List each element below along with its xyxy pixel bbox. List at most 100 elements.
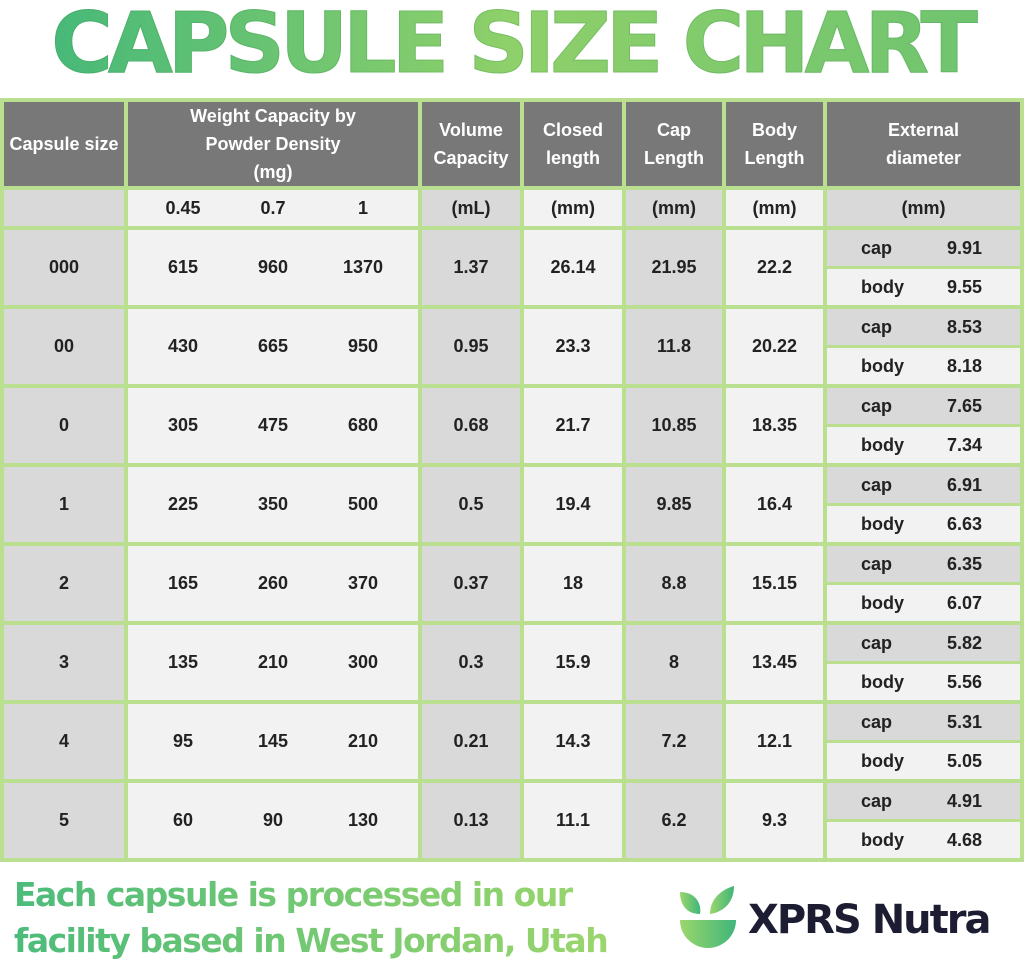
header-volume: Volume Capacity [422, 102, 520, 186]
units-ext: (mm) [827, 190, 1020, 226]
cell-body-length: 16.4 [726, 467, 823, 542]
bowl-leaves-icon [680, 886, 736, 948]
cell-weight: 305 475 680 [128, 388, 418, 463]
cell-closed: 18 [524, 546, 622, 621]
cell-body-length: 12.1 [726, 704, 823, 779]
cell-ext-diameter: cap 7.65 body 7.34 [827, 388, 1020, 463]
ext-body-label: body [861, 750, 904, 771]
cell-volume: 0.68 [422, 388, 520, 463]
cell-weight-0: 615 [167, 257, 199, 277]
cell-body-length: 18.35 [726, 388, 823, 463]
cell-weight-2: 210 [347, 731, 379, 751]
cell-size: 3 [4, 625, 124, 700]
cell-closed: 15.9 [524, 625, 622, 700]
ext-cap-value: 6.91 [946, 474, 982, 495]
ext-body-value: 9.55 [946, 276, 982, 297]
cell-cap-length: 11.8 [626, 309, 722, 384]
table-row: 000 615 960 1370 1.37 26.14 21.95 22.2 cap 9.91 bo… [4, 230, 1020, 305]
cell-closed: 11.1 [524, 783, 622, 858]
cell-size: 1 [4, 467, 124, 542]
cell-weight: 430 665 950 [128, 309, 418, 384]
units-blank [4, 190, 124, 226]
density-045: 0.45 [165, 197, 201, 218]
cell-volume: 0.21 [422, 704, 520, 779]
ext-body-label: body [861, 434, 904, 455]
cell-weight: 225 350 500 [128, 467, 418, 542]
ext-cap-value: 8.53 [946, 316, 982, 337]
cell-weight-2: 370 [347, 573, 379, 593]
cell-weight-2: 500 [347, 494, 379, 514]
cell-weight: 165 260 370 [128, 546, 418, 621]
cell-weight: 615 960 1370 [128, 230, 418, 305]
ext-body-label: body [861, 276, 904, 297]
ext-body-value: 5.56 [946, 671, 982, 692]
units-closed: (mm) [524, 190, 622, 226]
ext-cap: cap 9.91 [827, 230, 1020, 266]
cell-weight-2: 300 [347, 652, 379, 672]
cell-weight-1: 960 [257, 257, 289, 277]
header-ext: External diameter [827, 102, 1020, 186]
cell-volume: 0.37 [422, 546, 520, 621]
ext-body-label: body [861, 592, 904, 613]
ext-cap-label: cap [861, 632, 893, 653]
table-row: 1 225 350 500 0.5 19.4 9.85 16.4 cap 6.91 body 6.63 [4, 467, 1020, 542]
cell-weight-1: 350 [257, 494, 289, 514]
ext-body-value: 6.07 [946, 592, 982, 613]
ext-body: body 6.07 [827, 585, 1020, 621]
ext-body-value: 6.63 [946, 513, 982, 534]
capsule-size-table: Capsule size Weight Capacity by Powder D… [0, 98, 1024, 862]
cell-size: 00 [4, 309, 124, 384]
header-row: Capsule size Weight Capacity by Powder D… [4, 102, 1020, 186]
header-weight: Weight Capacity by Powder Density (mg) [128, 102, 418, 186]
ext-cap-value: 5.82 [946, 632, 982, 653]
units-volume: (mL) [422, 190, 520, 226]
header-cap: Cap Length [626, 102, 722, 186]
cell-body-length: 13.45 [726, 625, 823, 700]
cell-weight-0: 225 [167, 494, 199, 514]
cell-weight: 95 145 210 [128, 704, 418, 779]
footer-text: Each capsule is processed in our facilit… [14, 872, 607, 964]
table-row: 00 430 665 950 0.95 23.3 11.8 20.22 cap 8.53 body 8… [4, 309, 1020, 384]
cell-size: 2 [4, 546, 124, 621]
ext-cap-label: cap [861, 790, 893, 811]
ext-body: body 8.18 [827, 348, 1020, 384]
brand-name: XPRS Nutra [748, 897, 991, 943]
cell-size: 0 [4, 388, 124, 463]
ext-cap-value: 4.91 [946, 790, 982, 811]
table-row: 3 135 210 300 0.3 15.9 8 13.45 cap 5.82 body 5.56 [4, 625, 1020, 700]
table-row: 5 60 90 130 0.13 11.1 6.2 9.3 cap 4.91 body 4.68 [4, 783, 1020, 858]
cell-ext-diameter: cap 6.91 body 6.63 [827, 467, 1020, 542]
cell-weight-1: 665 [257, 336, 289, 356]
cell-weight-1: 210 [257, 652, 289, 672]
ext-body: body 9.55 [827, 269, 1020, 305]
cell-closed: 19.4 [524, 467, 622, 542]
cell-closed: 23.3 [524, 309, 622, 384]
density-07: 0.7 [260, 197, 286, 218]
cell-cap-length: 7.2 [626, 704, 722, 779]
cell-volume: 0.95 [422, 309, 520, 384]
ext-body: body 5.05 [827, 743, 1020, 779]
table-row: 2 165 260 370 0.37 18 8.8 15.15 cap 6.35 body 6.07 [4, 546, 1020, 621]
ext-body: body 7.34 [827, 427, 1020, 463]
cell-cap-length: 9.85 [626, 467, 722, 542]
ext-body-label: body [861, 355, 904, 376]
ext-body-value: 7.34 [946, 434, 982, 455]
cell-weight-0: 165 [167, 573, 199, 593]
cell-closed: 21.7 [524, 388, 622, 463]
units-row: 0.45 0.7 1 (mL) (mm) (mm) (mm) (mm) [4, 190, 1020, 226]
ext-cap-label: cap [861, 553, 893, 574]
ext-cap-label: cap [861, 316, 893, 337]
ext-body: body 6.63 [827, 506, 1020, 542]
cell-weight-1: 145 [257, 731, 289, 751]
cell-body-length: 15.15 [726, 546, 823, 621]
cell-ext-diameter: cap 6.35 body 6.07 [827, 546, 1020, 621]
cell-body-length: 9.3 [726, 783, 823, 858]
ext-body-value: 8.18 [946, 355, 982, 376]
ext-body: body 4.68 [827, 822, 1020, 858]
ext-body-value: 4.68 [946, 829, 982, 850]
cell-weight-0: 95 [172, 731, 194, 751]
cell-cap-length: 10.85 [626, 388, 722, 463]
cell-weight: 60 90 130 [128, 783, 418, 858]
header-body: Body Length [726, 102, 823, 186]
cell-body-length: 20.22 [726, 309, 823, 384]
